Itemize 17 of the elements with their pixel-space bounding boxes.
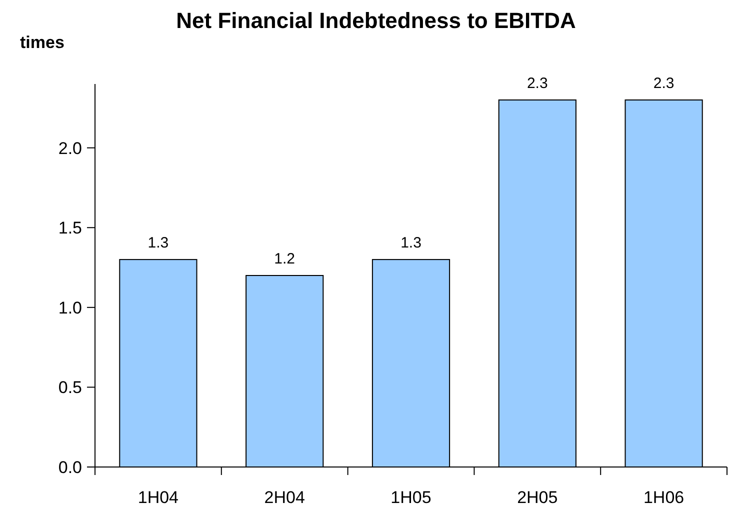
x-tick-label: 2H05 — [517, 488, 558, 507]
x-tick-label: 2H04 — [264, 488, 305, 507]
x-tick-label: 1H06 — [643, 488, 684, 507]
data-label: 1.3 — [148, 234, 169, 252]
data-label: 2.3 — [526, 74, 548, 92]
y-tick-label: 0.0 — [58, 458, 82, 477]
chart-title: Net Financial Indebtedness to EBITDA — [176, 8, 576, 33]
data-label: 1.2 — [274, 250, 296, 268]
data-label: 2.3 — [653, 74, 674, 92]
x-tick-label: 1H05 — [390, 488, 432, 507]
y-axis-title: times — [20, 33, 64, 52]
data-label: 1.3 — [400, 234, 422, 252]
x-tick-label: 1H04 — [138, 488, 179, 507]
y-tick-label: 0.5 — [58, 378, 82, 398]
y-tick-label: 2.0 — [58, 138, 82, 158]
y-tick-label: 1.5 — [58, 218, 82, 238]
y-tick-label: 1.0 — [58, 298, 82, 318]
